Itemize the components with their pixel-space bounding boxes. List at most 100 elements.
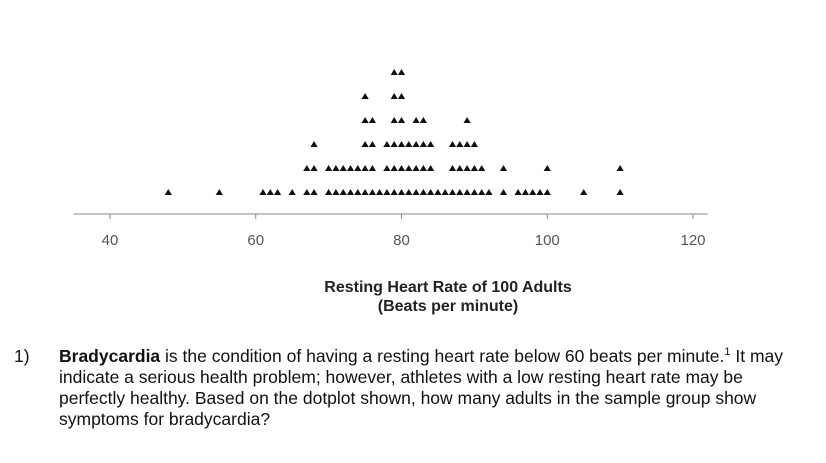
data-point xyxy=(274,189,282,195)
data-point xyxy=(427,141,435,147)
data-point xyxy=(470,141,478,147)
data-point xyxy=(478,189,486,195)
data-point xyxy=(215,189,223,195)
data-point xyxy=(383,141,391,147)
data-point xyxy=(383,165,391,171)
question-text-part-1: is the condition of having a resting hea… xyxy=(160,346,725,366)
data-point xyxy=(405,189,413,195)
data-point xyxy=(536,189,544,195)
data-point xyxy=(529,189,537,195)
data-point xyxy=(405,165,413,171)
data-point xyxy=(339,165,347,171)
data-point xyxy=(361,117,369,123)
data-point xyxy=(361,165,369,171)
data-point xyxy=(419,141,427,147)
data-point xyxy=(310,165,318,171)
data-point xyxy=(390,165,398,171)
dotplot-chart: 40 60 80 100 120 xyxy=(73,69,708,249)
question-number: 1) xyxy=(14,346,30,366)
data-point xyxy=(514,189,522,195)
data-point xyxy=(259,189,267,195)
data-point xyxy=(368,141,376,147)
data-point xyxy=(419,117,427,123)
data-point xyxy=(456,189,464,195)
data-point xyxy=(405,141,413,147)
data-point xyxy=(303,189,311,195)
data-point xyxy=(266,189,274,195)
data-point xyxy=(412,189,420,195)
data-point xyxy=(434,189,442,195)
data-point xyxy=(412,141,420,147)
data-point xyxy=(448,165,457,171)
data-point xyxy=(419,165,427,171)
data-point xyxy=(419,189,427,195)
data-point xyxy=(456,141,464,147)
data-point xyxy=(390,141,398,147)
data-point xyxy=(412,165,420,171)
data-point xyxy=(390,189,398,195)
data-point xyxy=(543,189,551,195)
axis-title: Resting Heart Rate of 100 Adults xyxy=(324,279,572,296)
data-point xyxy=(361,189,369,195)
data-point xyxy=(470,189,478,195)
data-point xyxy=(390,69,398,75)
data-point xyxy=(412,117,420,123)
data-point xyxy=(303,165,311,171)
data-point xyxy=(383,189,391,195)
data-point xyxy=(361,141,369,147)
data-point xyxy=(580,189,588,195)
data-point xyxy=(470,165,478,171)
x-tick-label: 80 xyxy=(393,232,410,249)
data-point xyxy=(427,165,435,171)
data-point xyxy=(397,165,406,171)
data-point xyxy=(376,189,384,195)
data-point xyxy=(478,165,486,171)
data-point xyxy=(325,165,333,171)
data-point xyxy=(616,189,624,195)
data-point xyxy=(499,165,508,171)
x-tick-label: 40 xyxy=(102,232,119,249)
data-point xyxy=(397,141,406,147)
data-point xyxy=(346,189,355,195)
data-point xyxy=(164,189,172,195)
data-point xyxy=(463,165,471,171)
data-point xyxy=(485,189,493,195)
data-point xyxy=(521,189,529,195)
data-point xyxy=(397,189,406,195)
data-point xyxy=(354,165,362,171)
data-point xyxy=(427,189,435,195)
data-point xyxy=(397,93,406,99)
data-point xyxy=(397,69,406,75)
data-point xyxy=(368,189,376,195)
question-text: Bradycardia is the condition of having a… xyxy=(59,346,794,430)
question-term: Bradycardia xyxy=(59,346,161,366)
data-point xyxy=(463,141,471,147)
data-point xyxy=(361,93,369,99)
data-point xyxy=(397,117,406,123)
data-point xyxy=(325,189,333,195)
data-point xyxy=(456,165,464,171)
data-point xyxy=(368,117,376,123)
data-point xyxy=(463,117,471,123)
data-point xyxy=(310,141,318,147)
data-point xyxy=(332,165,340,171)
data-point xyxy=(339,189,347,195)
data-point xyxy=(310,189,318,195)
data-point xyxy=(288,189,296,195)
data-points xyxy=(164,69,624,195)
x-tick-label: 120 xyxy=(680,232,705,249)
x-axis-ticks: 40 60 80 100 120 xyxy=(102,214,706,249)
x-tick-label: 60 xyxy=(247,232,264,249)
data-point xyxy=(463,189,471,195)
axis-subtitle: (Beats per minute) xyxy=(377,298,519,315)
footnote-marker: 1 xyxy=(724,346,731,359)
question-text-part-2: It may indicate a serious health problem… xyxy=(59,346,784,429)
data-point xyxy=(332,189,340,195)
data-point xyxy=(448,189,457,195)
data-point xyxy=(441,189,449,195)
data-point xyxy=(616,165,624,171)
data-point xyxy=(448,141,457,147)
data-point xyxy=(354,189,362,195)
data-point xyxy=(390,117,398,123)
data-point xyxy=(390,93,398,99)
